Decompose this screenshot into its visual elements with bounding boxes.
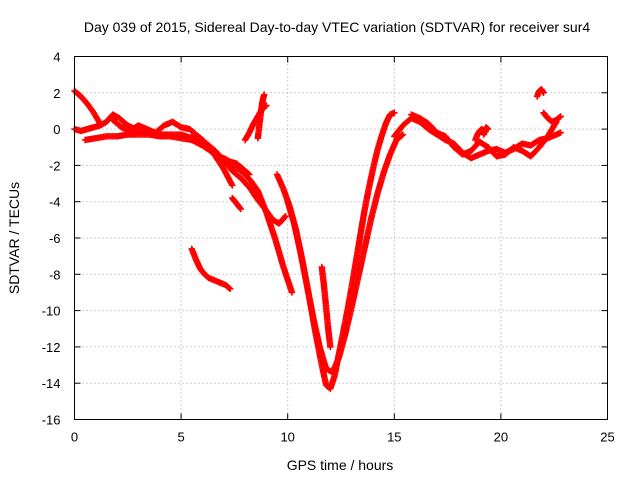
y-tick-label: -12 bbox=[42, 340, 61, 355]
chart-title: Day 039 of 2015, Sidereal Day-to-day VTE… bbox=[84, 19, 590, 35]
y-tick-label: 2 bbox=[53, 86, 60, 101]
series-arc-15 bbox=[472, 124, 492, 144]
x-tick-label: 20 bbox=[494, 430, 508, 445]
y-axis-label: SDTVAR / TECUs bbox=[6, 182, 22, 294]
data-point bbox=[483, 124, 491, 132]
data-point bbox=[557, 113, 564, 120]
data-point bbox=[225, 284, 233, 292]
y-tick-label: -10 bbox=[42, 304, 61, 319]
y-tick-label: 4 bbox=[53, 50, 60, 65]
data-point bbox=[281, 214, 288, 221]
y-tick-label: -8 bbox=[49, 267, 61, 282]
data-point bbox=[557, 129, 564, 136]
series-arc-9 bbox=[188, 245, 234, 293]
series-arc-14 bbox=[408, 111, 560, 160]
series-arc-5 bbox=[190, 131, 296, 296]
data-point bbox=[237, 205, 244, 213]
data-point bbox=[226, 285, 234, 293]
series-arc-12 bbox=[318, 263, 334, 351]
y-tick-label: -16 bbox=[42, 413, 61, 428]
data-point bbox=[288, 289, 296, 296]
data-point bbox=[399, 131, 407, 138]
y-tick-label: -6 bbox=[49, 231, 61, 246]
data-points bbox=[71, 85, 564, 392]
x-tick-label: 5 bbox=[177, 430, 184, 445]
series-arc-17 bbox=[540, 109, 564, 126]
data-point bbox=[282, 213, 289, 220]
series-arc-10 bbox=[273, 109, 398, 392]
x-tick-label: 25 bbox=[600, 430, 614, 445]
series-arc-16 bbox=[533, 85, 547, 100]
plot-frame bbox=[74, 56, 608, 420]
y-tick-label: 0 bbox=[53, 122, 60, 137]
data-point bbox=[484, 125, 492, 133]
data-point bbox=[540, 89, 547, 96]
data-point bbox=[229, 182, 236, 189]
series-arc-11 bbox=[284, 131, 407, 376]
data-point bbox=[261, 91, 268, 98]
grid-lines bbox=[74, 56, 608, 420]
data-point bbox=[556, 114, 563, 121]
x-tick-label: 0 bbox=[71, 430, 78, 445]
series-arc-8 bbox=[229, 194, 244, 213]
y-axis: 4 2 0 -2 -4 -6 -8 -10 -12 -14 -16 bbox=[42, 50, 608, 428]
x-tick-label: 10 bbox=[280, 430, 294, 445]
y-tick-label: -14 bbox=[42, 376, 61, 391]
series-arc-7 bbox=[254, 91, 268, 142]
data-point bbox=[391, 109, 398, 116]
x-tick-label: 15 bbox=[387, 430, 401, 445]
x-axis: 0 5 10 15 20 25 bbox=[71, 56, 615, 445]
y-tick-label: -2 bbox=[49, 158, 61, 173]
series-arc-1 bbox=[71, 87, 104, 127]
data-point bbox=[327, 343, 334, 351]
y-tick-label: -4 bbox=[49, 195, 61, 210]
data-point bbox=[236, 204, 244, 212]
series-arc-3 bbox=[81, 131, 236, 189]
x-axis-label: GPS time / hours bbox=[287, 457, 394, 473]
data-point bbox=[398, 132, 405, 139]
